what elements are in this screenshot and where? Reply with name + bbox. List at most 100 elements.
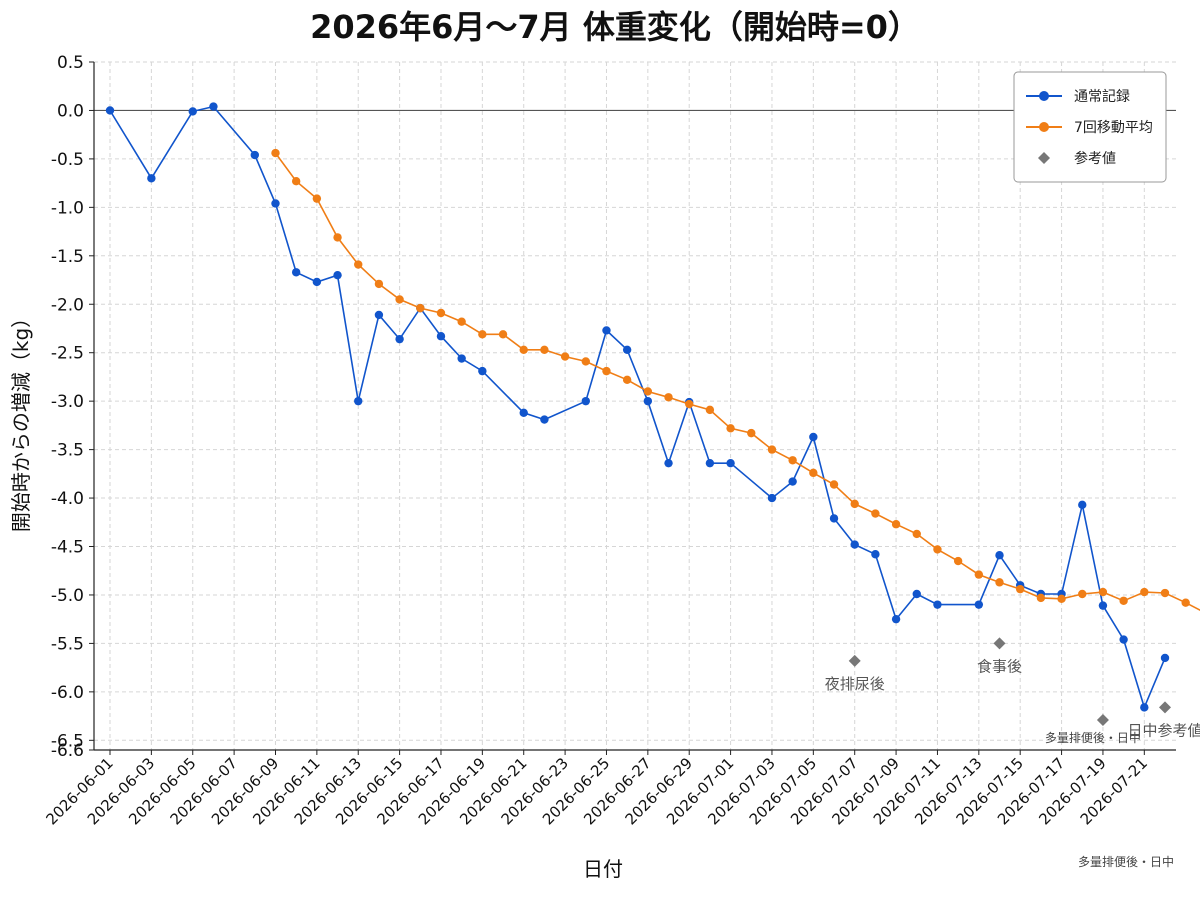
data-point bbox=[436, 308, 446, 318]
legend-label: 通常記録 bbox=[1074, 88, 1130, 105]
data-point bbox=[1140, 587, 1149, 597]
data-point bbox=[664, 393, 673, 402]
data-point bbox=[457, 354, 466, 363]
data-point bbox=[188, 107, 197, 116]
data-point bbox=[1057, 594, 1066, 604]
data-point bbox=[933, 600, 942, 609]
data-point bbox=[291, 176, 301, 186]
data-point bbox=[726, 458, 735, 468]
y-tick-label: -2.0 bbox=[51, 295, 84, 315]
y-tick-label: -5.0 bbox=[51, 586, 84, 606]
y-tick-label: -6.6 bbox=[51, 741, 84, 761]
data-point bbox=[354, 260, 363, 269]
data-point bbox=[705, 458, 715, 468]
data-point bbox=[995, 578, 1004, 587]
data-point bbox=[560, 352, 570, 361]
reference-point bbox=[848, 654, 861, 667]
footnote: 多量排便後・日中 bbox=[1078, 854, 1174, 869]
data-point bbox=[416, 303, 425, 313]
series-layer bbox=[105, 102, 1200, 726]
legend-swatch-marker bbox=[1039, 91, 1049, 101]
data-point bbox=[271, 199, 280, 208]
y-tick-label: 0.5 bbox=[57, 53, 84, 73]
data-point bbox=[540, 345, 549, 354]
x-axis-label: 日付 bbox=[583, 857, 623, 881]
data-point bbox=[726, 424, 735, 433]
data-point bbox=[788, 456, 797, 465]
data-point bbox=[581, 357, 590, 366]
data-point bbox=[850, 540, 859, 549]
data-point bbox=[395, 334, 404, 344]
y-tick-label: -6.0 bbox=[51, 683, 84, 703]
annotation-label: 日中参考値 bbox=[1127, 721, 1200, 739]
data-point bbox=[374, 310, 384, 320]
data-point bbox=[705, 405, 715, 415]
data-point bbox=[829, 514, 839, 523]
data-point bbox=[767, 445, 777, 454]
data-point bbox=[912, 529, 921, 539]
reference-point bbox=[1159, 701, 1171, 714]
data-point bbox=[685, 399, 694, 409]
y-tick-labels: 0.5 0.0 -0.5 -1.0 -1.5 -2.0 -2.5 -3.0 -3.5 -4.0 -4… bbox=[51, 53, 94, 761]
data-point bbox=[478, 366, 487, 376]
data-point bbox=[850, 499, 859, 509]
data-point bbox=[809, 468, 818, 478]
data-point bbox=[105, 106, 115, 115]
data-point bbox=[622, 375, 632, 385]
data-point bbox=[250, 150, 260, 160]
data-point bbox=[540, 415, 549, 424]
data-point bbox=[147, 174, 156, 183]
data-point bbox=[643, 396, 653, 406]
data-point bbox=[498, 330, 508, 339]
data-point bbox=[1181, 598, 1190, 607]
data-point bbox=[1160, 588, 1170, 598]
data-point bbox=[457, 317, 466, 326]
data-point bbox=[747, 428, 756, 438]
data-point bbox=[891, 520, 901, 529]
data-point bbox=[829, 480, 839, 489]
series-line bbox=[105, 102, 1170, 712]
data-point bbox=[354, 396, 363, 406]
data-point bbox=[809, 432, 818, 442]
data-point bbox=[664, 458, 673, 468]
series-reference bbox=[848, 637, 1171, 726]
legend-label: 7回移動平均 bbox=[1074, 120, 1153, 136]
data-point bbox=[891, 614, 901, 624]
data-point bbox=[374, 279, 384, 289]
annotation-label: 夜排尿後 bbox=[825, 675, 885, 693]
series-line bbox=[109, 105, 1166, 710]
data-point bbox=[1098, 601, 1108, 610]
data-point bbox=[953, 556, 963, 566]
data-point bbox=[1015, 584, 1025, 594]
data-point bbox=[1119, 596, 1128, 605]
data-point bbox=[312, 194, 322, 203]
data-point bbox=[622, 345, 632, 354]
y-tick-label: -6.5 bbox=[51, 731, 84, 751]
y-tick-label: -4.5 bbox=[51, 538, 84, 558]
data-point bbox=[995, 551, 1004, 560]
data-point bbox=[333, 270, 342, 280]
data-point bbox=[1140, 703, 1149, 712]
data-point bbox=[974, 600, 984, 609]
data-point bbox=[643, 387, 653, 396]
annotation-label: 食事後 bbox=[977, 657, 1022, 675]
y-tick-label: 0.0 bbox=[57, 101, 84, 121]
y-tick-label: -1.5 bbox=[51, 247, 84, 267]
data-point bbox=[581, 396, 590, 406]
legend-label: 参考値 bbox=[1074, 150, 1116, 167]
data-point bbox=[312, 277, 322, 287]
data-point bbox=[871, 550, 880, 559]
data-point bbox=[602, 326, 611, 335]
y-tick-label: -5.5 bbox=[51, 634, 84, 654]
reference-point bbox=[993, 637, 1006, 650]
legend-swatch-marker bbox=[1038, 152, 1050, 164]
data-point bbox=[478, 330, 487, 339]
y-tick-label: -1.0 bbox=[51, 198, 84, 218]
data-point bbox=[871, 509, 880, 518]
data-point bbox=[333, 233, 342, 242]
data-point bbox=[291, 268, 301, 277]
x-tick-labels: 2026-06-012026-06-032026-06-052026-06-07… bbox=[42, 750, 1151, 828]
data-point bbox=[436, 332, 446, 341]
